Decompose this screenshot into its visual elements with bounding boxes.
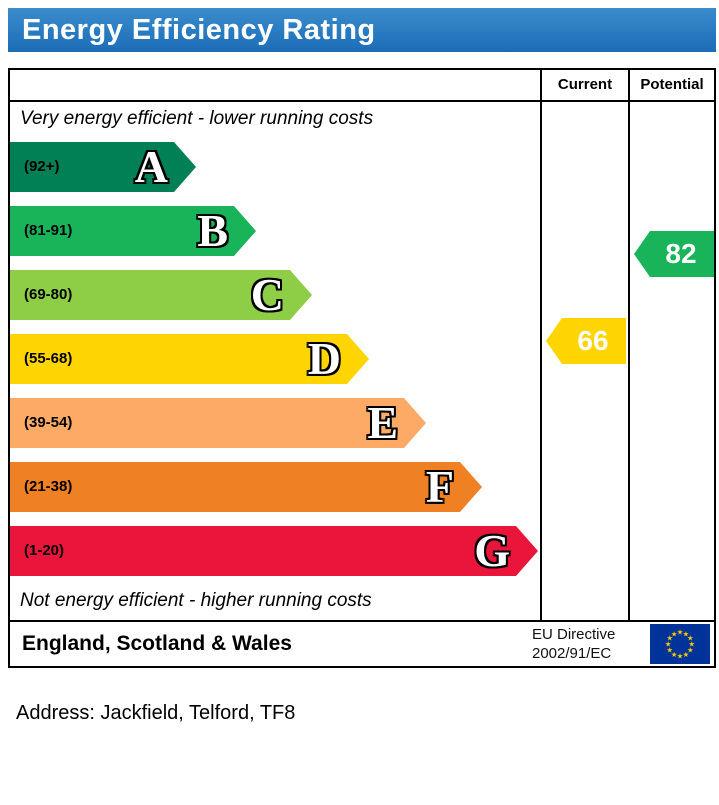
svg-text:★: ★ <box>687 634 694 643</box>
top-note: Very energy efficient - lower running co… <box>20 108 374 129</box>
band-F: (21-38) F <box>10 462 482 512</box>
header-row-divider <box>10 100 714 102</box>
svg-text:★: ★ <box>665 640 672 649</box>
band-letter: D <box>307 333 341 384</box>
potential-rating-value: 82 <box>665 238 697 269</box>
band-B: (81-91) B <box>10 206 256 256</box>
directive-text: EU Directive 2002/91/EC <box>532 625 615 663</box>
band-range-label: (81-91) <box>24 222 73 239</box>
rating-table: Current Potential Very energy efficient … <box>8 68 716 668</box>
band-range-label: (1-20) <box>24 542 65 559</box>
band-range-label: (69-80) <box>24 286 73 303</box>
potential-rating-marker: 82 <box>634 231 714 277</box>
band-A: (92+) A <box>10 142 196 192</box>
header-bar: Energy Efficiency Rating <box>8 8 716 52</box>
region-label: England, Scotland & Wales <box>22 632 292 655</box>
band-D: (55-68) D <box>10 334 369 384</box>
footer-row-divider <box>10 620 714 622</box>
band-letter: A <box>134 141 168 192</box>
band-letter: B <box>197 205 228 256</box>
directive-line2: 2002/91/EC <box>532 645 612 662</box>
current-rating-marker: 66 <box>546 318 626 364</box>
band-C: (69-80) C <box>10 270 312 320</box>
band-letter: G <box>474 525 510 576</box>
directive-line1: EU Directive <box>532 626 616 643</box>
column-header-current: Current <box>557 76 613 93</box>
svg-text:★: ★ <box>683 629 690 638</box>
svg-text:★: ★ <box>666 645 673 654</box>
footer-row: England, Scotland & Wales EU Directive 2… <box>10 622 714 666</box>
svg-text:★: ★ <box>666 634 673 643</box>
band-letter: F <box>425 461 454 512</box>
current-column-divider <box>540 70 542 622</box>
column-header-potential: Potential <box>640 76 704 93</box>
band-range-label: (21-38) <box>24 478 73 495</box>
band-range-label: (39-54) <box>24 414 73 431</box>
address-text: Address: Jackfield, Telford, TF8 <box>16 702 296 724</box>
band-range-label: (92+) <box>24 158 60 175</box>
rating-table-inner: Current Potential Very energy efficient … <box>10 70 714 666</box>
band-letter: E <box>367 397 398 448</box>
band-E: (39-54) E <box>10 398 426 448</box>
potential-column-divider <box>628 70 630 622</box>
svg-text:★: ★ <box>671 650 678 659</box>
svg-text:★: ★ <box>687 645 694 654</box>
current-rating-value: 66 <box>577 325 609 356</box>
svg-text:★: ★ <box>683 650 690 659</box>
band-letter: C <box>250 269 284 320</box>
bottom-note: Not energy efficient - higher running co… <box>20 590 372 611</box>
svg-text:★: ★ <box>677 651 684 660</box>
svg-text:★: ★ <box>671 629 678 638</box>
svg-text:★: ★ <box>677 628 684 637</box>
band-range-label: (55-68) <box>24 350 73 367</box>
band-G: (1-20) G <box>10 526 538 576</box>
page-title: Energy Efficiency Rating <box>22 14 376 46</box>
svg-text:★: ★ <box>689 640 696 649</box>
eu-flag-icon: ★ ★ ★ ★ ★ ★ ★ ★ ★ ★ ★ ★ <box>650 624 710 664</box>
